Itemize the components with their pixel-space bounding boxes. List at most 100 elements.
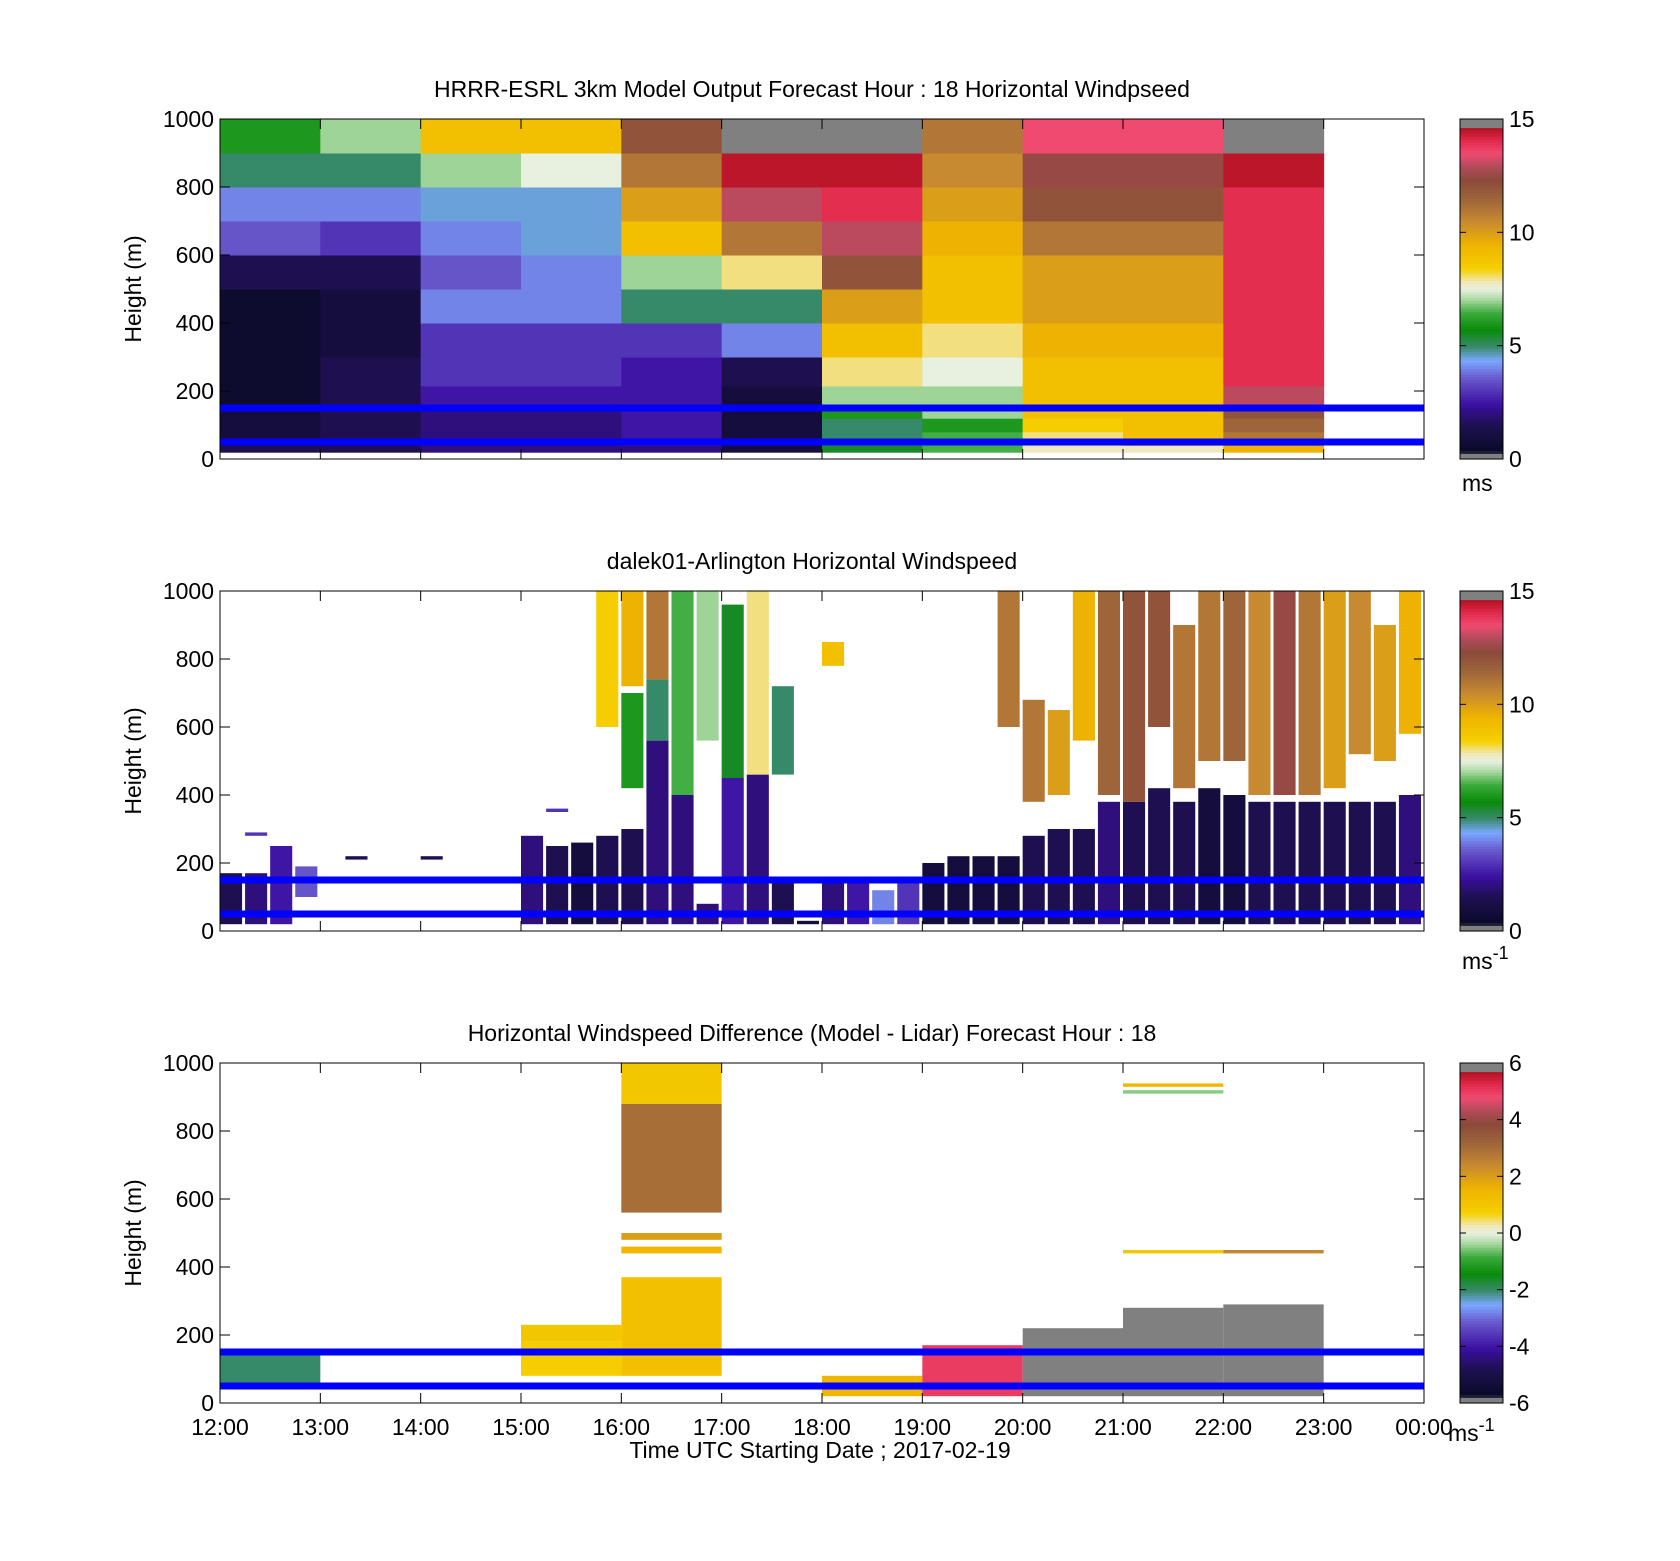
- heatmap-cell: [1047, 710, 1070, 795]
- heatmap-cell: [872, 890, 895, 925]
- heatmap-cell: [721, 418, 823, 433]
- colorbar-step: [1460, 1068, 1503, 1073]
- colorbar-step: [1460, 439, 1503, 443]
- colorbar-step: [1460, 1170, 1503, 1175]
- colorbar-step: [1460, 314, 1503, 318]
- heatmap-cell: [420, 221, 522, 256]
- heatmap-cell: [1223, 255, 1325, 290]
- heatmap-cell: [1022, 418, 1124, 433]
- colorbar-step: [1460, 124, 1503, 129]
- colorbar-step: [1460, 863, 1503, 867]
- heatmap-cell: [721, 445, 823, 453]
- heatmap-cell: [220, 357, 321, 387]
- y-tick-label: 200: [176, 850, 214, 876]
- colorbar-step: [1460, 195, 1503, 199]
- colorbar-step: [1460, 1156, 1503, 1160]
- colorbar-step: [1460, 320, 1503, 324]
- colorbar-step: [1460, 425, 1503, 429]
- colorbar-step: [1460, 772, 1503, 776]
- heatmap-cell: [1022, 221, 1124, 256]
- colorbar-step: [1460, 331, 1503, 335]
- colorbar-step: [1460, 1128, 1503, 1132]
- colorbar-step: [1460, 260, 1503, 265]
- heatmap-cell: [822, 289, 923, 324]
- panel-title: Horizontal Windspeed Difference (Model -…: [468, 1020, 1157, 1046]
- colorbar-step: [1460, 780, 1503, 785]
- colorbar-step: [1460, 1306, 1503, 1311]
- colorbar-step: [1460, 610, 1503, 615]
- colorbar-step: [1460, 905, 1503, 909]
- colorbar-step: [1460, 647, 1503, 652]
- colorbar-step: [1460, 325, 1503, 330]
- colorbar-step: [1460, 257, 1503, 262]
- colorbar-step: [1460, 616, 1503, 620]
- colorbar-step: [1460, 1131, 1503, 1135]
- heatmap-cell: [822, 642, 845, 666]
- heatmap-cell: [1097, 591, 1120, 795]
- colorbar-step: [1460, 218, 1503, 222]
- heatmap-cell: [320, 153, 422, 188]
- colorbar-step: [1460, 925, 1503, 929]
- colorbar-step: [1460, 608, 1503, 612]
- colorbar-step: [1460, 1303, 1503, 1308]
- colorbar-step: [1460, 619, 1503, 623]
- colorbar-step: [1460, 1309, 1503, 1313]
- y-tick-label: 1000: [163, 106, 214, 132]
- colorbar-step: [1460, 442, 1503, 446]
- heatmap-cell: [621, 119, 723, 154]
- colorbar-step: [1460, 1199, 1503, 1203]
- colorbar-step: [1460, 817, 1503, 822]
- y-tick-label: 0: [201, 446, 214, 472]
- heatmap-cell: [1123, 445, 1224, 453]
- heatmap-cell: [521, 1324, 622, 1342]
- panel-title: HRRR-ESRL 3km Model Output Forecast Hour…: [434, 76, 1190, 102]
- colorbar-step: [1460, 1349, 1503, 1353]
- colorbar-step: [1460, 712, 1503, 717]
- heatmap-cell: [922, 385, 1024, 406]
- colorbar-step: [1460, 328, 1503, 333]
- colorbar-step: [1460, 297, 1503, 301]
- colorbar-step: [1460, 820, 1503, 824]
- colorbar-step: [1460, 851, 1503, 856]
- heatmap-cell: [1123, 255, 1224, 290]
- heatmap-cell: [345, 856, 368, 860]
- heatmap-cell: [521, 357, 622, 387]
- heatmap-cell: [621, 289, 723, 324]
- x-tick-label: 20:00: [994, 1414, 1052, 1440]
- heatmap-cell: [621, 385, 723, 406]
- heatmap-cell: [1223, 385, 1325, 406]
- colorbar-step: [1460, 916, 1503, 921]
- heatmap-cell: [1223, 153, 1325, 188]
- colorbar-step: [1460, 133, 1503, 137]
- panel-title: dalek01-Arlington Horizontal Windspeed: [607, 548, 1017, 574]
- colorbar-step: [1460, 1114, 1503, 1118]
- colorbar-step: [1460, 1184, 1503, 1189]
- colorbar-tick-label: 0: [1509, 918, 1522, 944]
- heatmap-cell: [1223, 289, 1325, 324]
- heatmap-cell: [1173, 801, 1196, 925]
- colorbar-step: [1460, 602, 1503, 606]
- panel-2: dalek01-Arlington Horizontal Windspeed 0 2…: [120, 548, 1535, 974]
- colorbar-step: [1460, 1133, 1503, 1138]
- y-tick-label: 200: [176, 378, 214, 404]
- colorbar-step: [1460, 184, 1503, 188]
- colorbar-step: [1460, 678, 1503, 683]
- heatmap-cell: [1148, 788, 1171, 925]
- colorbar-step: [1460, 897, 1503, 901]
- colorbar-step: [1460, 888, 1503, 892]
- heatmap-cell: [320, 187, 422, 222]
- colorbar-step: [1460, 633, 1503, 637]
- colorbar-step: [1460, 1150, 1503, 1155]
- colorbar-step: [1460, 1332, 1503, 1336]
- colorbar-step: [1460, 1145, 1503, 1149]
- colorbar-step: [1460, 1097, 1503, 1101]
- heatmap-cell: [621, 221, 723, 256]
- colorbar-step: [1460, 351, 1503, 355]
- y-tick-label: 400: [176, 782, 214, 808]
- colorbar-step: [1460, 701, 1503, 705]
- colorbar-step: [1460, 144, 1503, 148]
- heatmap-cell: [1248, 591, 1271, 795]
- colorbar-tick-label: 0: [1509, 1220, 1522, 1246]
- colorbar-step: [1460, 1142, 1503, 1146]
- colorbar-step: [1460, 837, 1503, 841]
